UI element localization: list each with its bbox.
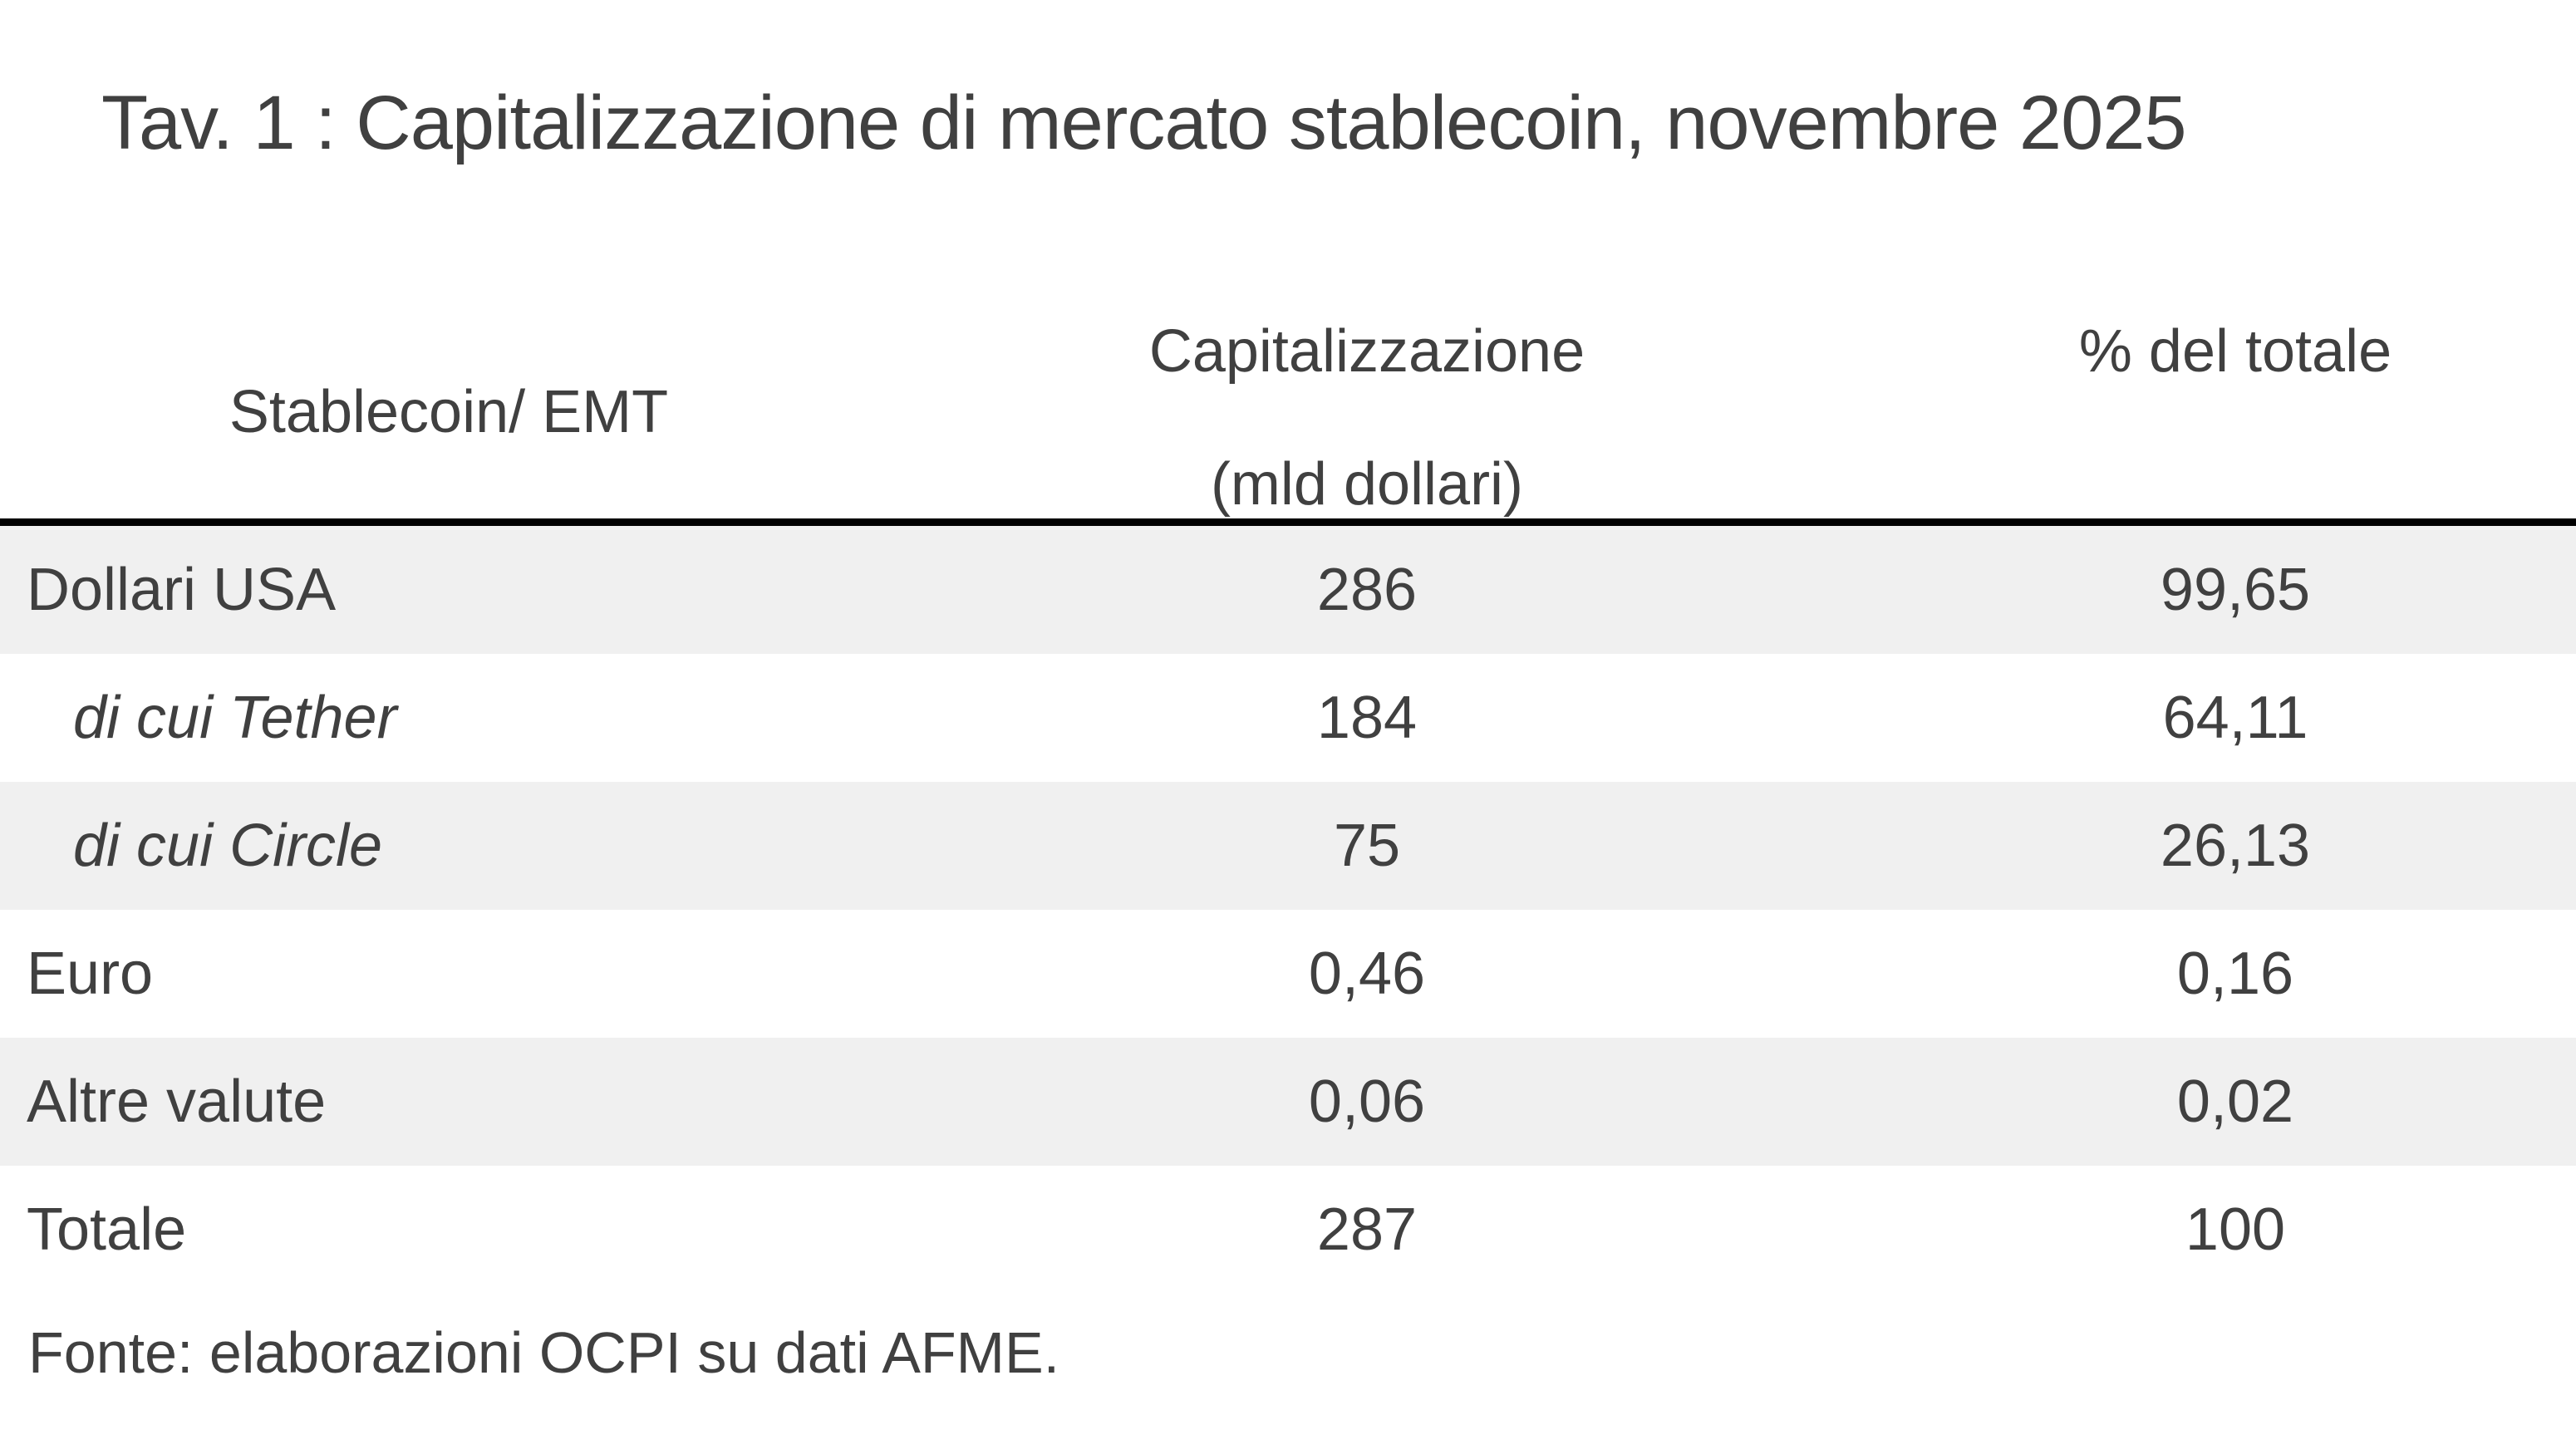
row-capitalizzazione-value: 287 <box>1316 1196 1418 1263</box>
row-pct-value: 26,13 <box>2160 813 2311 879</box>
row-label: Totale <box>27 1196 187 1263</box>
row-capitalizzazione-value: 0,06 <box>1308 1068 1426 1135</box>
row-label: Altre valute <box>27 1068 327 1135</box>
table-row-dollari-usa: Dollari USA 286 99,65 <box>0 526 2576 654</box>
header-capitalizzazione-label: Capitalizzazione <box>1148 318 1585 385</box>
table-row-di-cui-tether: di cui Tether 184 64,11 <box>0 654 2576 782</box>
row-label: di cui Circle <box>73 813 383 879</box>
header-pct-del-totale: % del totale <box>2078 318 2392 385</box>
table-row-di-cui-circle: di cui Circle 75 26,13 <box>0 782 2576 910</box>
row-label: Dollari USA <box>27 557 337 623</box>
row-capitalizzazione-value: 286 <box>1316 557 1418 623</box>
row-capitalizzazione-value: 184 <box>1316 685 1418 751</box>
row-pct-value: 0,16 <box>2176 941 2294 1007</box>
figure-title: Tav. 1 : Capitalizzazione di mercato sta… <box>101 81 2187 165</box>
table-body: Dollari USA 286 99,65 di cui Tether 184 … <box>0 518 2576 1294</box>
row-pct-value: 100 <box>2185 1196 2286 1263</box>
source-note: Fonte: elaborazioni OCPI su dati AFME. <box>28 1320 1060 1385</box>
row-label: Euro <box>27 941 154 1007</box>
table-row-totale: Totale 287 100 <box>0 1166 2576 1294</box>
header-stablecoin-emt: Stablecoin/ EMT <box>229 379 669 445</box>
table-row-altre-valute: Altre valute 0,06 0,02 <box>0 1038 2576 1166</box>
header-capitalizzazione-unit: (mld dollari) <box>1210 451 1524 518</box>
table-header-row: Stablecoin/ EMT Capitalizzazione (mld do… <box>0 306 2576 518</box>
header-capitalizzazione: Capitalizzazione (mld dollari) <box>839 306 1895 518</box>
row-pct-value: 64,11 <box>2162 685 2308 751</box>
row-pct-value: 99,65 <box>2160 557 2311 623</box>
row-capitalizzazione-value: 75 <box>1333 813 1401 879</box>
row-label: di cui Tether <box>73 685 397 751</box>
table-row-euro: Euro 0,46 0,16 <box>0 910 2576 1038</box>
row-pct-value: 0,02 <box>2176 1068 2294 1135</box>
row-capitalizzazione-value: 0,46 <box>1308 941 1426 1007</box>
